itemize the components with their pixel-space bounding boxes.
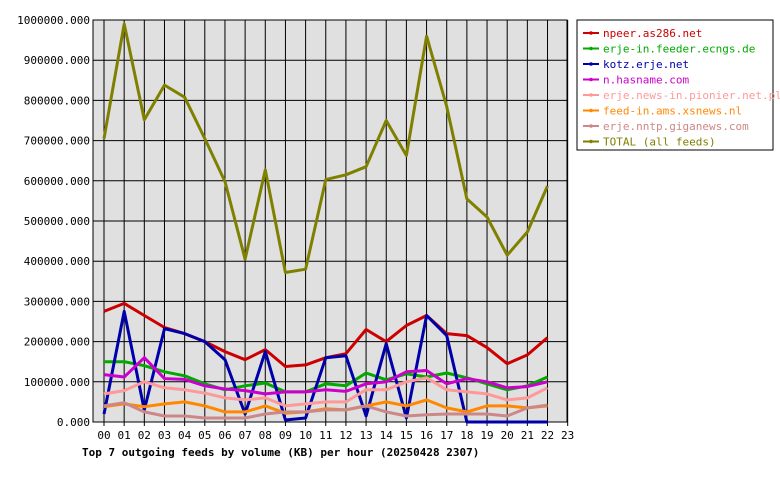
x-tick-label: 19 <box>480 429 493 442</box>
x-tick-label: 07 <box>238 429 251 442</box>
series-line-6 <box>103 401 548 420</box>
legend-marker <box>589 31 593 35</box>
x-tick-label: 06 <box>218 429 231 442</box>
series-line-3 <box>103 356 548 396</box>
legend: npeer.as286.net erje-in.feeder.ecngs.de ko… <box>583 27 780 149</box>
x-tick-label: 02 <box>138 429 151 442</box>
x-tick-label: 05 <box>198 429 211 442</box>
y-tick-label: 500000.000 <box>24 215 90 228</box>
legend-marker <box>589 77 593 82</box>
x-tick-label: 20 <box>501 429 514 442</box>
x-tick-label: 00 <box>97 429 110 442</box>
y-tick-label: 300000.000 <box>24 295 90 308</box>
legend-label: erje.nntp.giganews.com <box>603 120 749 133</box>
x-tick-label: 14 <box>380 429 394 442</box>
legend-label: erje-in.feeder.ecngs.de <box>603 43 755 56</box>
x-tick-label: 16 <box>420 429 433 442</box>
x-tick-label: 08 <box>259 429 272 442</box>
x-tick-label: 09 <box>279 429 292 442</box>
legend-marker <box>589 108 593 113</box>
x-tick-label: 03 <box>158 429 171 442</box>
chart-title: Top 7 outgoing feeds by volume (KB) per … <box>82 446 479 459</box>
y-tick-label: 200000.000 <box>24 336 90 349</box>
series-lines <box>102 22 549 424</box>
legend-label: npeer.as286.net <box>603 27 702 40</box>
legend-marker <box>589 93 593 97</box>
legend-label: n.hasname.com <box>603 74 689 87</box>
y-axis-ticks: 0.000 100000.000 200000.000 300000.000 40000… <box>17 14 90 429</box>
legend-box <box>576 19 774 151</box>
x-tick-label: 18 <box>460 429 473 442</box>
y-tick-label: 600000.000 <box>24 175 90 188</box>
legend-label: feed-in.ams.xsnews.nl <box>603 105 742 118</box>
x-tick-label: 22 <box>541 429 554 442</box>
y-tick-label: 0.000 <box>57 416 90 429</box>
y-tick-label: 900000.000 <box>24 54 90 67</box>
legend-marker <box>589 62 593 66</box>
x-tick-label: 23 <box>561 429 574 442</box>
x-tick-label: 10 <box>299 429 312 442</box>
series-line-4 <box>103 376 549 408</box>
x-tick-label: 15 <box>400 429 413 442</box>
y-tick-label: 700000.000 <box>24 135 90 148</box>
x-tick-label: 04 <box>178 429 192 442</box>
legend-label: TOTAL (all feeds) <box>603 136 716 149</box>
legend-label: erje.news-in.pionier.net.pl <box>603 89 780 102</box>
y-tick-label: 400000.000 <box>24 255 90 268</box>
legend-marker <box>589 46 593 51</box>
legend-marker <box>589 139 593 144</box>
x-tick-label: 01 <box>118 429 131 442</box>
x-tick-label: 21 <box>521 429 534 442</box>
x-tick-label: 12 <box>339 429 352 442</box>
legend-marker <box>589 124 593 128</box>
legend-label: kotz.erje.net <box>603 58 689 71</box>
x-tick-label: 17 <box>440 429 453 442</box>
y-tick-label: 100000.000 <box>24 376 90 389</box>
x-axis-ticks: 00 01 02 03 04 05 06 07 08 09 10 11 12 13 14 15 16 17 18 19… <box>97 422 574 442</box>
y-tick-label: 1000000.000 <box>17 14 90 27</box>
series-line-2 <box>102 309 548 424</box>
y-tick-label: 800000.000 <box>24 94 90 107</box>
x-tick-label: 11 <box>319 429 332 442</box>
series-line-7 <box>102 22 549 274</box>
x-tick-label: 13 <box>359 429 372 442</box>
